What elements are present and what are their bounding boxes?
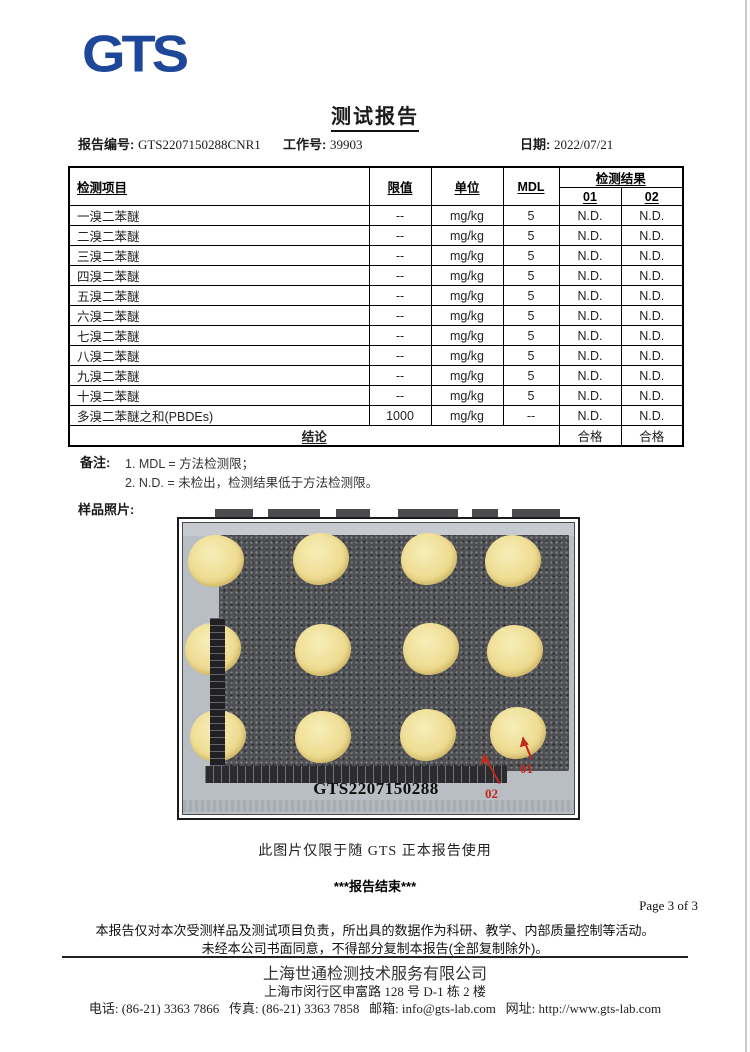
sample-blob xyxy=(188,535,244,587)
company-name: 上海世通检测技术服务有限公司 xyxy=(262,966,487,983)
table-header-row: 检测项目 限值 单位 MDL 检测结果 xyxy=(68,166,684,206)
header-sample-01: 01 xyxy=(558,187,622,206)
job-number-label: 工作号: xyxy=(283,137,327,152)
sample-id-text: GTS2207150288 xyxy=(313,779,439,798)
cropped-watermark-fragment xyxy=(215,509,253,517)
conclusion-result-01: 合格 xyxy=(558,425,622,447)
report-title: 测试报告 xyxy=(0,100,750,132)
table-row: 十溴二苯醚 -- mg/kg 5 N.D. N.D. xyxy=(68,385,684,406)
sample-blob xyxy=(293,533,349,585)
notes-label: 备注: xyxy=(80,455,111,470)
note-line-2: 2. N.D. = 未检出，检测结果低于方法检测限。 xyxy=(125,476,379,490)
sample-blob xyxy=(403,623,459,675)
page-number: Page 3 of 3 xyxy=(639,898,698,913)
scan-edge-line xyxy=(745,0,747,1052)
sample-blob xyxy=(485,535,541,587)
conclusion-label: 结论 xyxy=(68,425,560,447)
table-row: 多溴二苯醚之和(PBDEs) 1000 mg/kg -- N.D. N.D. xyxy=(68,405,684,426)
cropped-watermark-fragment xyxy=(472,509,498,517)
cropped-watermark-fragment xyxy=(336,509,370,517)
table-row: 三溴二苯醚 -- mg/kg 5 N.D. N.D. xyxy=(68,245,684,266)
report-date: 日期: 2022/07/21 xyxy=(520,134,613,153)
table-row: 七溴二苯醚 -- mg/kg 5 N.D. N.D. xyxy=(68,325,684,346)
footer-divider xyxy=(62,956,688,958)
gts-logo: GTS xyxy=(82,24,189,83)
report-number: 报告编号: GTS2207150288CNR1 xyxy=(78,134,261,153)
report-number-value: GTS2207150288CNR1 xyxy=(137,137,261,152)
note-line-1: 1. MDL = 方法检测限； xyxy=(125,457,255,471)
header-limit: 限值 xyxy=(368,166,432,206)
cropped-watermark-fragment xyxy=(512,509,560,517)
photo-caption: 此图片仅限于随 GTS 正本报告使用 xyxy=(258,844,492,859)
report-number-label: 报告编号: xyxy=(78,137,135,152)
job-number: 工作号: 39903 xyxy=(283,134,362,153)
sample-blob xyxy=(401,533,457,585)
disclaimer-line-1: 本报告仅对本次受测样品及测试项目负责，所出具的数据作为科研、教学、内部质量控制等… xyxy=(95,923,655,938)
header-result: 检测结果 xyxy=(558,166,684,188)
report-end-marker: ***报告结束*** xyxy=(333,879,417,894)
table-row: 五溴二苯醚 -- mg/kg 5 N.D. N.D. xyxy=(68,285,684,306)
cropped-watermark-fragment xyxy=(398,509,458,517)
table-row: 八溴二苯醚 -- mg/kg 5 N.D. N.D. xyxy=(68,345,684,366)
company-address: 上海市闵行区申富路 128 号 D-1 栋 2 楼 xyxy=(264,984,486,999)
sample-blob xyxy=(295,624,351,676)
table-row: 二溴二苯醚 -- mg/kg 5 N.D. N.D. xyxy=(68,225,684,246)
cropped-watermark-fragment xyxy=(268,509,320,517)
table-row: 一溴二苯醚 -- mg/kg 5 N.D. N.D. xyxy=(68,205,684,226)
photo-background-strip xyxy=(183,523,574,536)
company-contact: 电话: (86-21) 3363 7866 传真: (86-21) 3363 7… xyxy=(88,1001,662,1016)
job-number-value: 39903 xyxy=(329,137,363,152)
ruler-vertical xyxy=(210,618,225,783)
conclusion-result-02: 合格 xyxy=(620,425,684,447)
sample-photo-label: 样品照片: xyxy=(78,502,135,517)
results-table: 检测项目 限值 单位 MDL 检测结果 01 02 一溴二苯醚 -- mg/kg… xyxy=(68,166,685,447)
sample-blob xyxy=(487,625,543,677)
marker-label-01: 01 xyxy=(520,761,533,776)
header-sample-02: 02 xyxy=(620,187,684,206)
header-unit: 单位 xyxy=(430,166,504,206)
sample-photo: GTS2207150288 01 02 xyxy=(177,517,580,820)
marker-label-02: 02 xyxy=(485,786,498,801)
photo-surface-strip xyxy=(183,800,574,812)
table-row: 九溴二苯醚 -- mg/kg 5 N.D. N.D. xyxy=(68,365,684,386)
report-date-value: 2022/07/21 xyxy=(553,137,614,152)
sample-blob xyxy=(400,709,456,761)
disclaimer-line-2: 未经本公司书面同意，不得部分复制本报告(全部复制除外)。 xyxy=(201,941,549,956)
header-item: 检测项目 xyxy=(68,166,370,206)
table-row: 六溴二苯醚 -- mg/kg 5 N.D. N.D. xyxy=(68,305,684,326)
ruler-horizontal xyxy=(205,766,507,783)
sample-blob xyxy=(490,707,546,759)
report-date-label: 日期: xyxy=(520,137,551,152)
sample-photo-content: GTS2207150288 01 02 xyxy=(182,522,575,815)
header-mdl: MDL xyxy=(502,166,560,206)
conclusion-row: 结论 合格 合格 xyxy=(68,425,684,447)
sample-blob xyxy=(295,711,351,763)
table-row: 四溴二苯醚 -- mg/kg 5 N.D. N.D. xyxy=(68,265,684,286)
